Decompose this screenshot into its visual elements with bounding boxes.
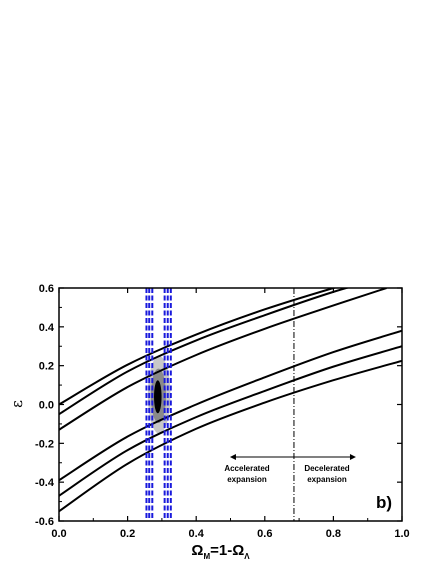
arrow-left-head xyxy=(229,454,236,460)
x-tick-label-4: 0.8 xyxy=(326,528,341,540)
y-tick-label-1: -0.4 xyxy=(35,477,55,489)
x-label-mid: =1-Ω xyxy=(210,542,245,559)
y-axis-label: ε xyxy=(8,400,26,408)
arrow-right-head xyxy=(349,454,356,460)
curve-2 xyxy=(59,288,350,416)
y-tick-label-6: 0.6 xyxy=(39,283,54,295)
y-tick-label-5: 0.4 xyxy=(39,322,55,334)
y-tick-label-2: -0.2 xyxy=(35,438,54,450)
y-tick-label-3: 0.0 xyxy=(39,400,54,412)
x-tick-label-0: 0.0 xyxy=(51,528,66,540)
curve-6 xyxy=(59,359,402,513)
curve-4 xyxy=(59,329,402,482)
accelerated-label-2: expansion xyxy=(227,475,267,484)
accelerated-label-1: Accelerated xyxy=(224,464,269,473)
x-tick-label-5: 1.0 xyxy=(394,528,409,540)
y-tick-label-4: 0.2 xyxy=(39,361,54,373)
x-label-sub-lambda: Λ xyxy=(244,552,250,561)
curve-1 xyxy=(59,288,337,406)
y-tick-label-0: -0.6 xyxy=(35,516,54,528)
decelerated-label-1: Decelerated xyxy=(304,464,349,473)
x-tick-label-1: 0.2 xyxy=(120,528,135,540)
panel-label: b) xyxy=(376,493,392,512)
x-tick-label-3: 0.6 xyxy=(257,528,272,540)
contour-inner xyxy=(154,380,162,414)
x-tick-label-2: 0.4 xyxy=(189,528,205,540)
curve-5 xyxy=(59,345,402,497)
x-label-sub-m: M xyxy=(203,552,211,561)
curve-3 xyxy=(59,288,387,431)
x-axis-label: ΩM=1-ΩΛ xyxy=(0,542,441,561)
x-label-omega: Ω xyxy=(191,542,204,559)
decelerated-label-2: expansion xyxy=(307,475,347,484)
